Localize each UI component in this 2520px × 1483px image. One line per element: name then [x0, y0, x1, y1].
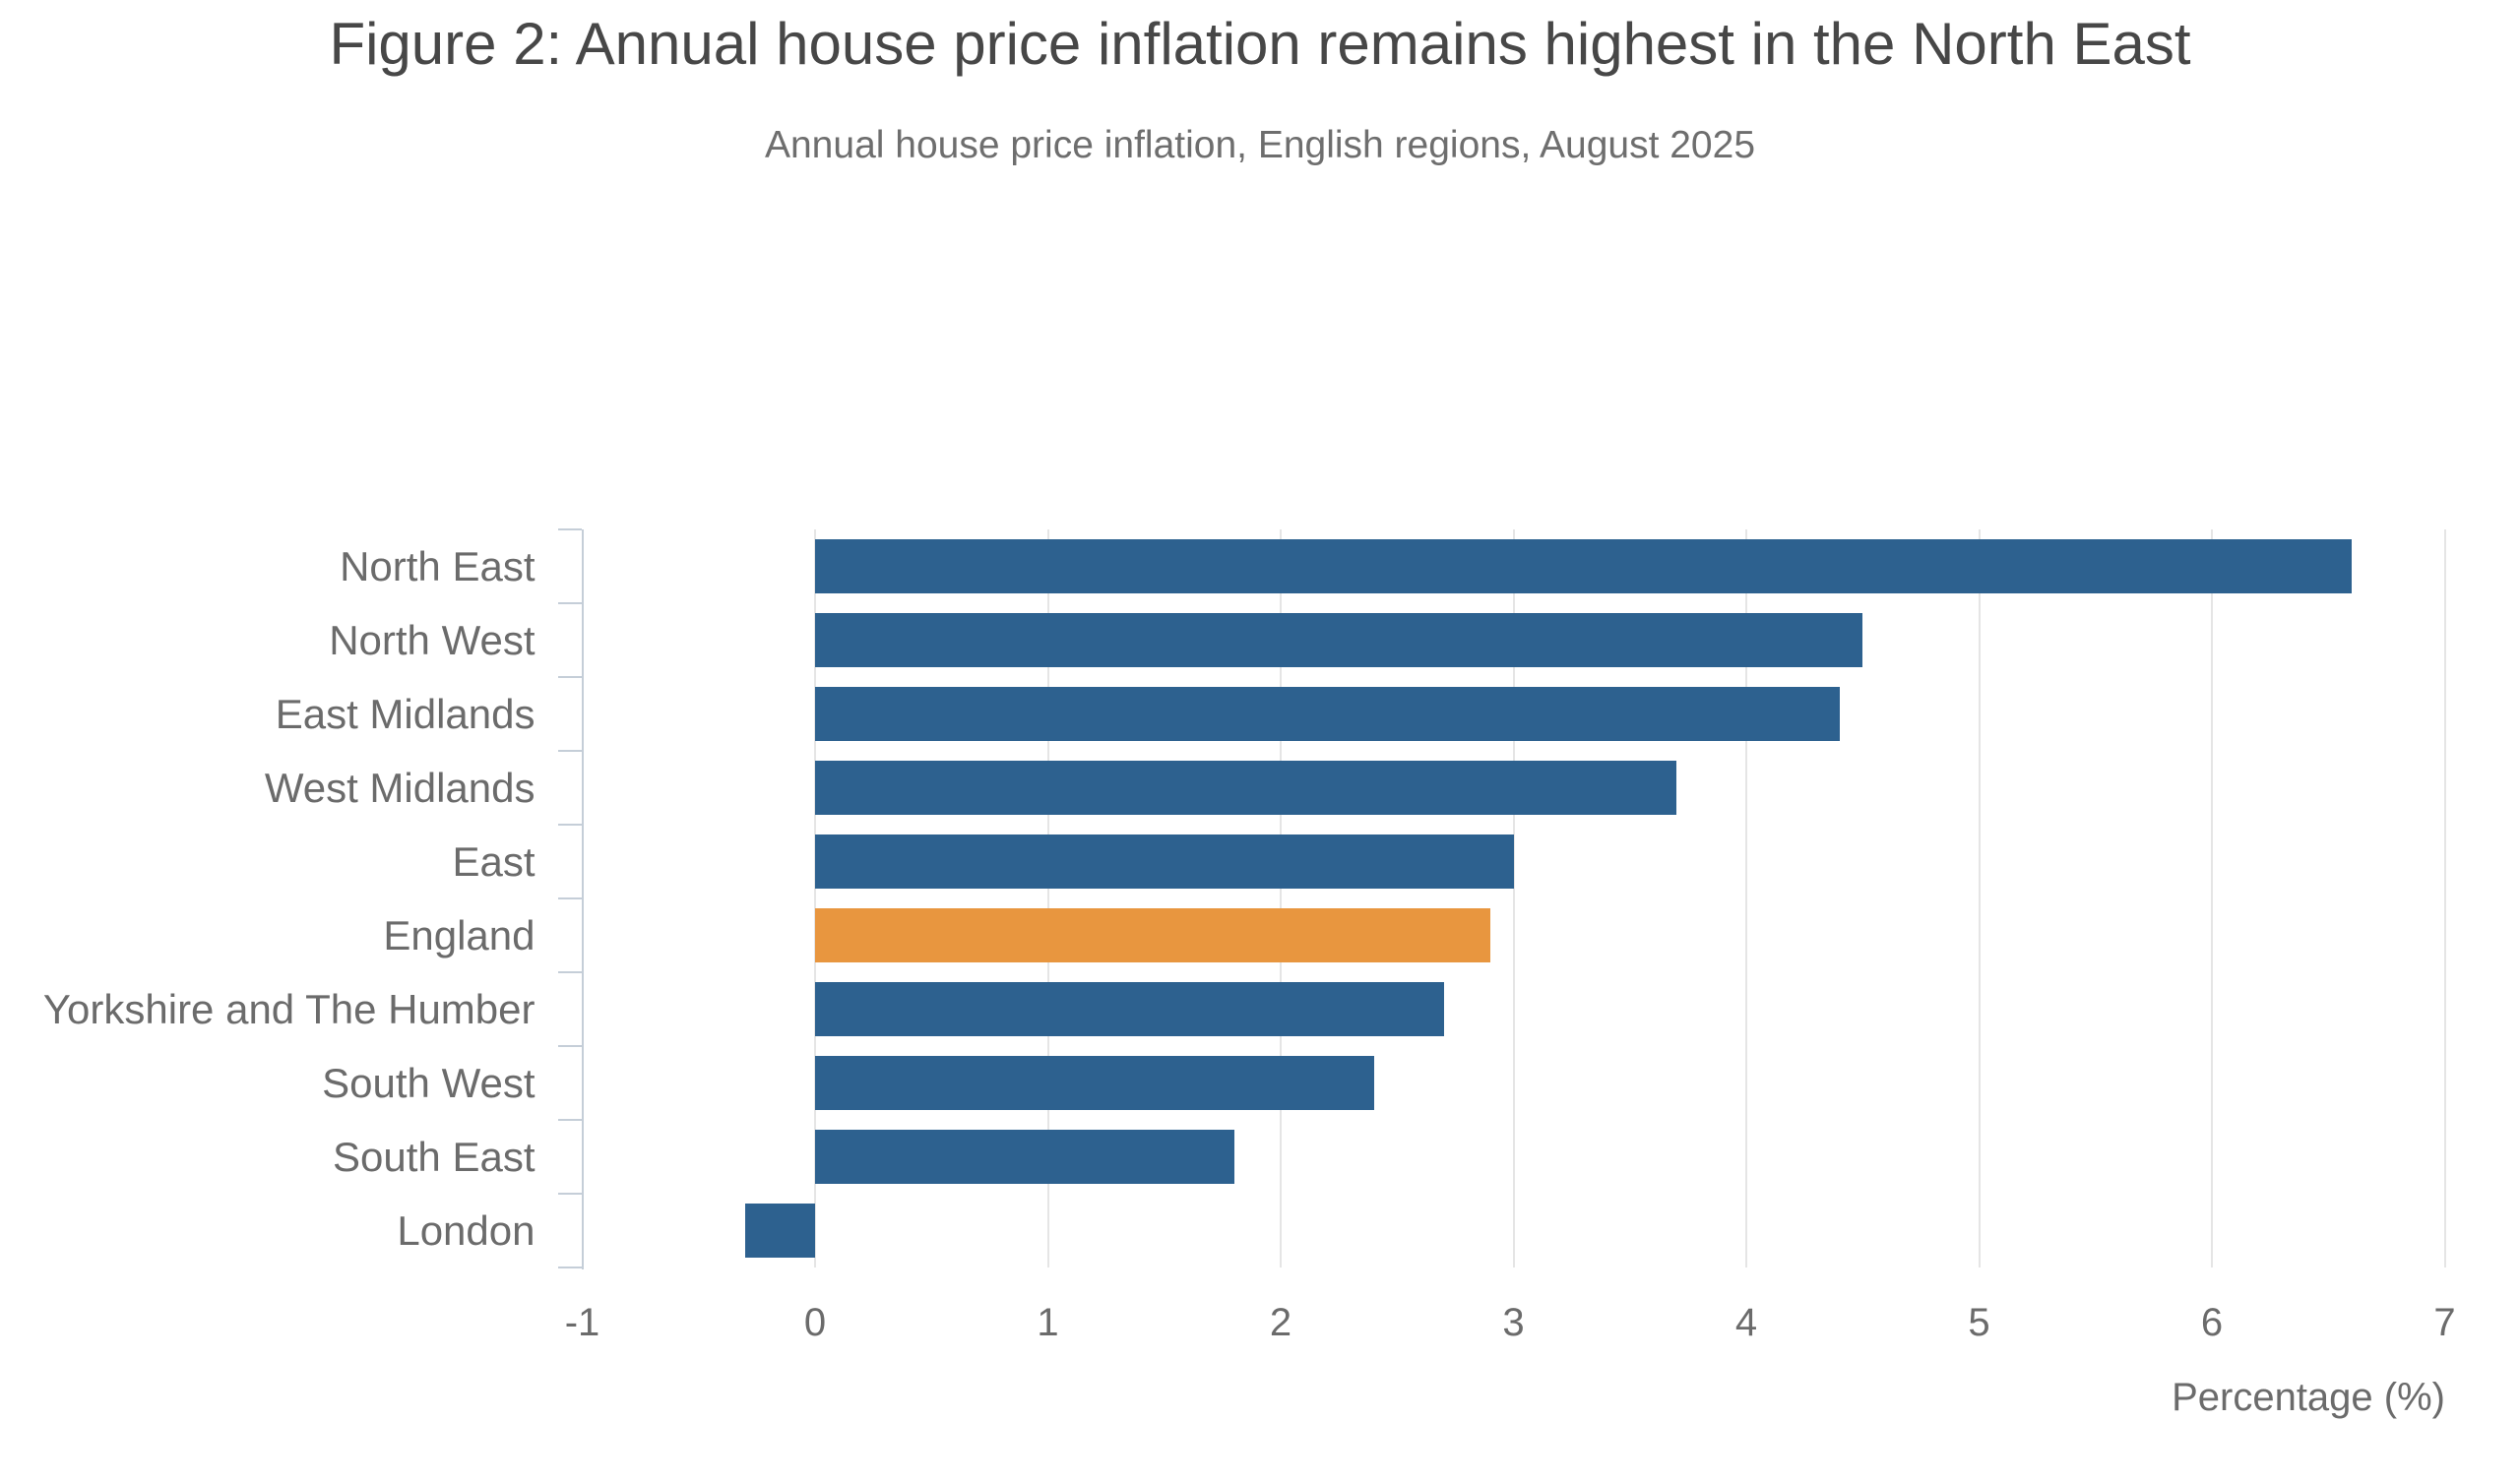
y-axis-tick — [557, 1267, 582, 1268]
y-axis-label: London — [397, 1207, 536, 1254]
bar — [815, 1056, 1374, 1110]
chart-subtitle: Annual house price inflation, English re… — [764, 124, 1756, 166]
bar — [815, 539, 2352, 593]
y-axis-label: North East — [340, 543, 536, 589]
bar — [815, 613, 1863, 667]
y-axis-tick — [557, 1193, 582, 1195]
bar — [815, 834, 1514, 889]
y-axis-tick — [557, 1119, 582, 1121]
y-axis-tick — [557, 528, 582, 530]
bar — [815, 687, 1840, 741]
x-gridline — [1280, 529, 1282, 1267]
chart-title: Figure 2: Annual house price inflation r… — [329, 11, 2191, 77]
y-axis-line — [581, 529, 584, 1269]
y-axis-label: England — [383, 912, 536, 958]
y-axis-label: West Midlands — [264, 765, 536, 811]
x-axis-title: Percentage (%) — [2172, 1376, 2445, 1419]
x-axis-tick-label: 7 — [2433, 1301, 2456, 1344]
x-gridline — [2443, 529, 2446, 1267]
y-axis-label: Yorkshire and The Humber — [42, 986, 536, 1032]
x-gridline — [1745, 529, 1747, 1267]
x-gridline — [814, 529, 816, 1267]
x-gridline — [1978, 529, 1981, 1267]
y-axis-label: South West — [322, 1060, 536, 1106]
x-gridline — [1046, 529, 1049, 1267]
y-axis-tick — [557, 897, 582, 899]
y-axis-label: East Midlands — [275, 691, 536, 737]
x-axis-tick-label: -1 — [564, 1301, 600, 1344]
bar — [815, 982, 1444, 1036]
y-axis-label: East — [452, 838, 536, 885]
x-axis-tick-label: 3 — [1502, 1301, 1525, 1344]
y-axis-tick — [557, 971, 582, 973]
y-axis-tick — [557, 602, 582, 604]
x-axis-tick-label: 6 — [2200, 1301, 2224, 1344]
x-gridline — [1512, 529, 1515, 1267]
x-axis-tick-label: 5 — [1968, 1301, 1990, 1344]
bar-highlighted — [815, 908, 1490, 962]
x-gridline — [2211, 529, 2213, 1267]
y-axis-label: North West — [329, 617, 536, 663]
y-axis-tick — [557, 750, 582, 752]
x-axis-tick-label: 1 — [1037, 1301, 1059, 1344]
y-axis-tick — [557, 676, 582, 678]
bar — [815, 761, 1677, 815]
bar — [815, 1130, 1234, 1184]
y-axis-tick — [557, 1045, 582, 1047]
x-axis-tick-label: 4 — [1734, 1301, 1758, 1344]
bar — [745, 1204, 815, 1258]
x-axis-tick-label: 0 — [803, 1301, 827, 1344]
y-axis-label: South East — [333, 1134, 536, 1180]
y-axis-tick — [557, 824, 582, 826]
x-axis-tick-label: 2 — [1269, 1301, 1292, 1344]
